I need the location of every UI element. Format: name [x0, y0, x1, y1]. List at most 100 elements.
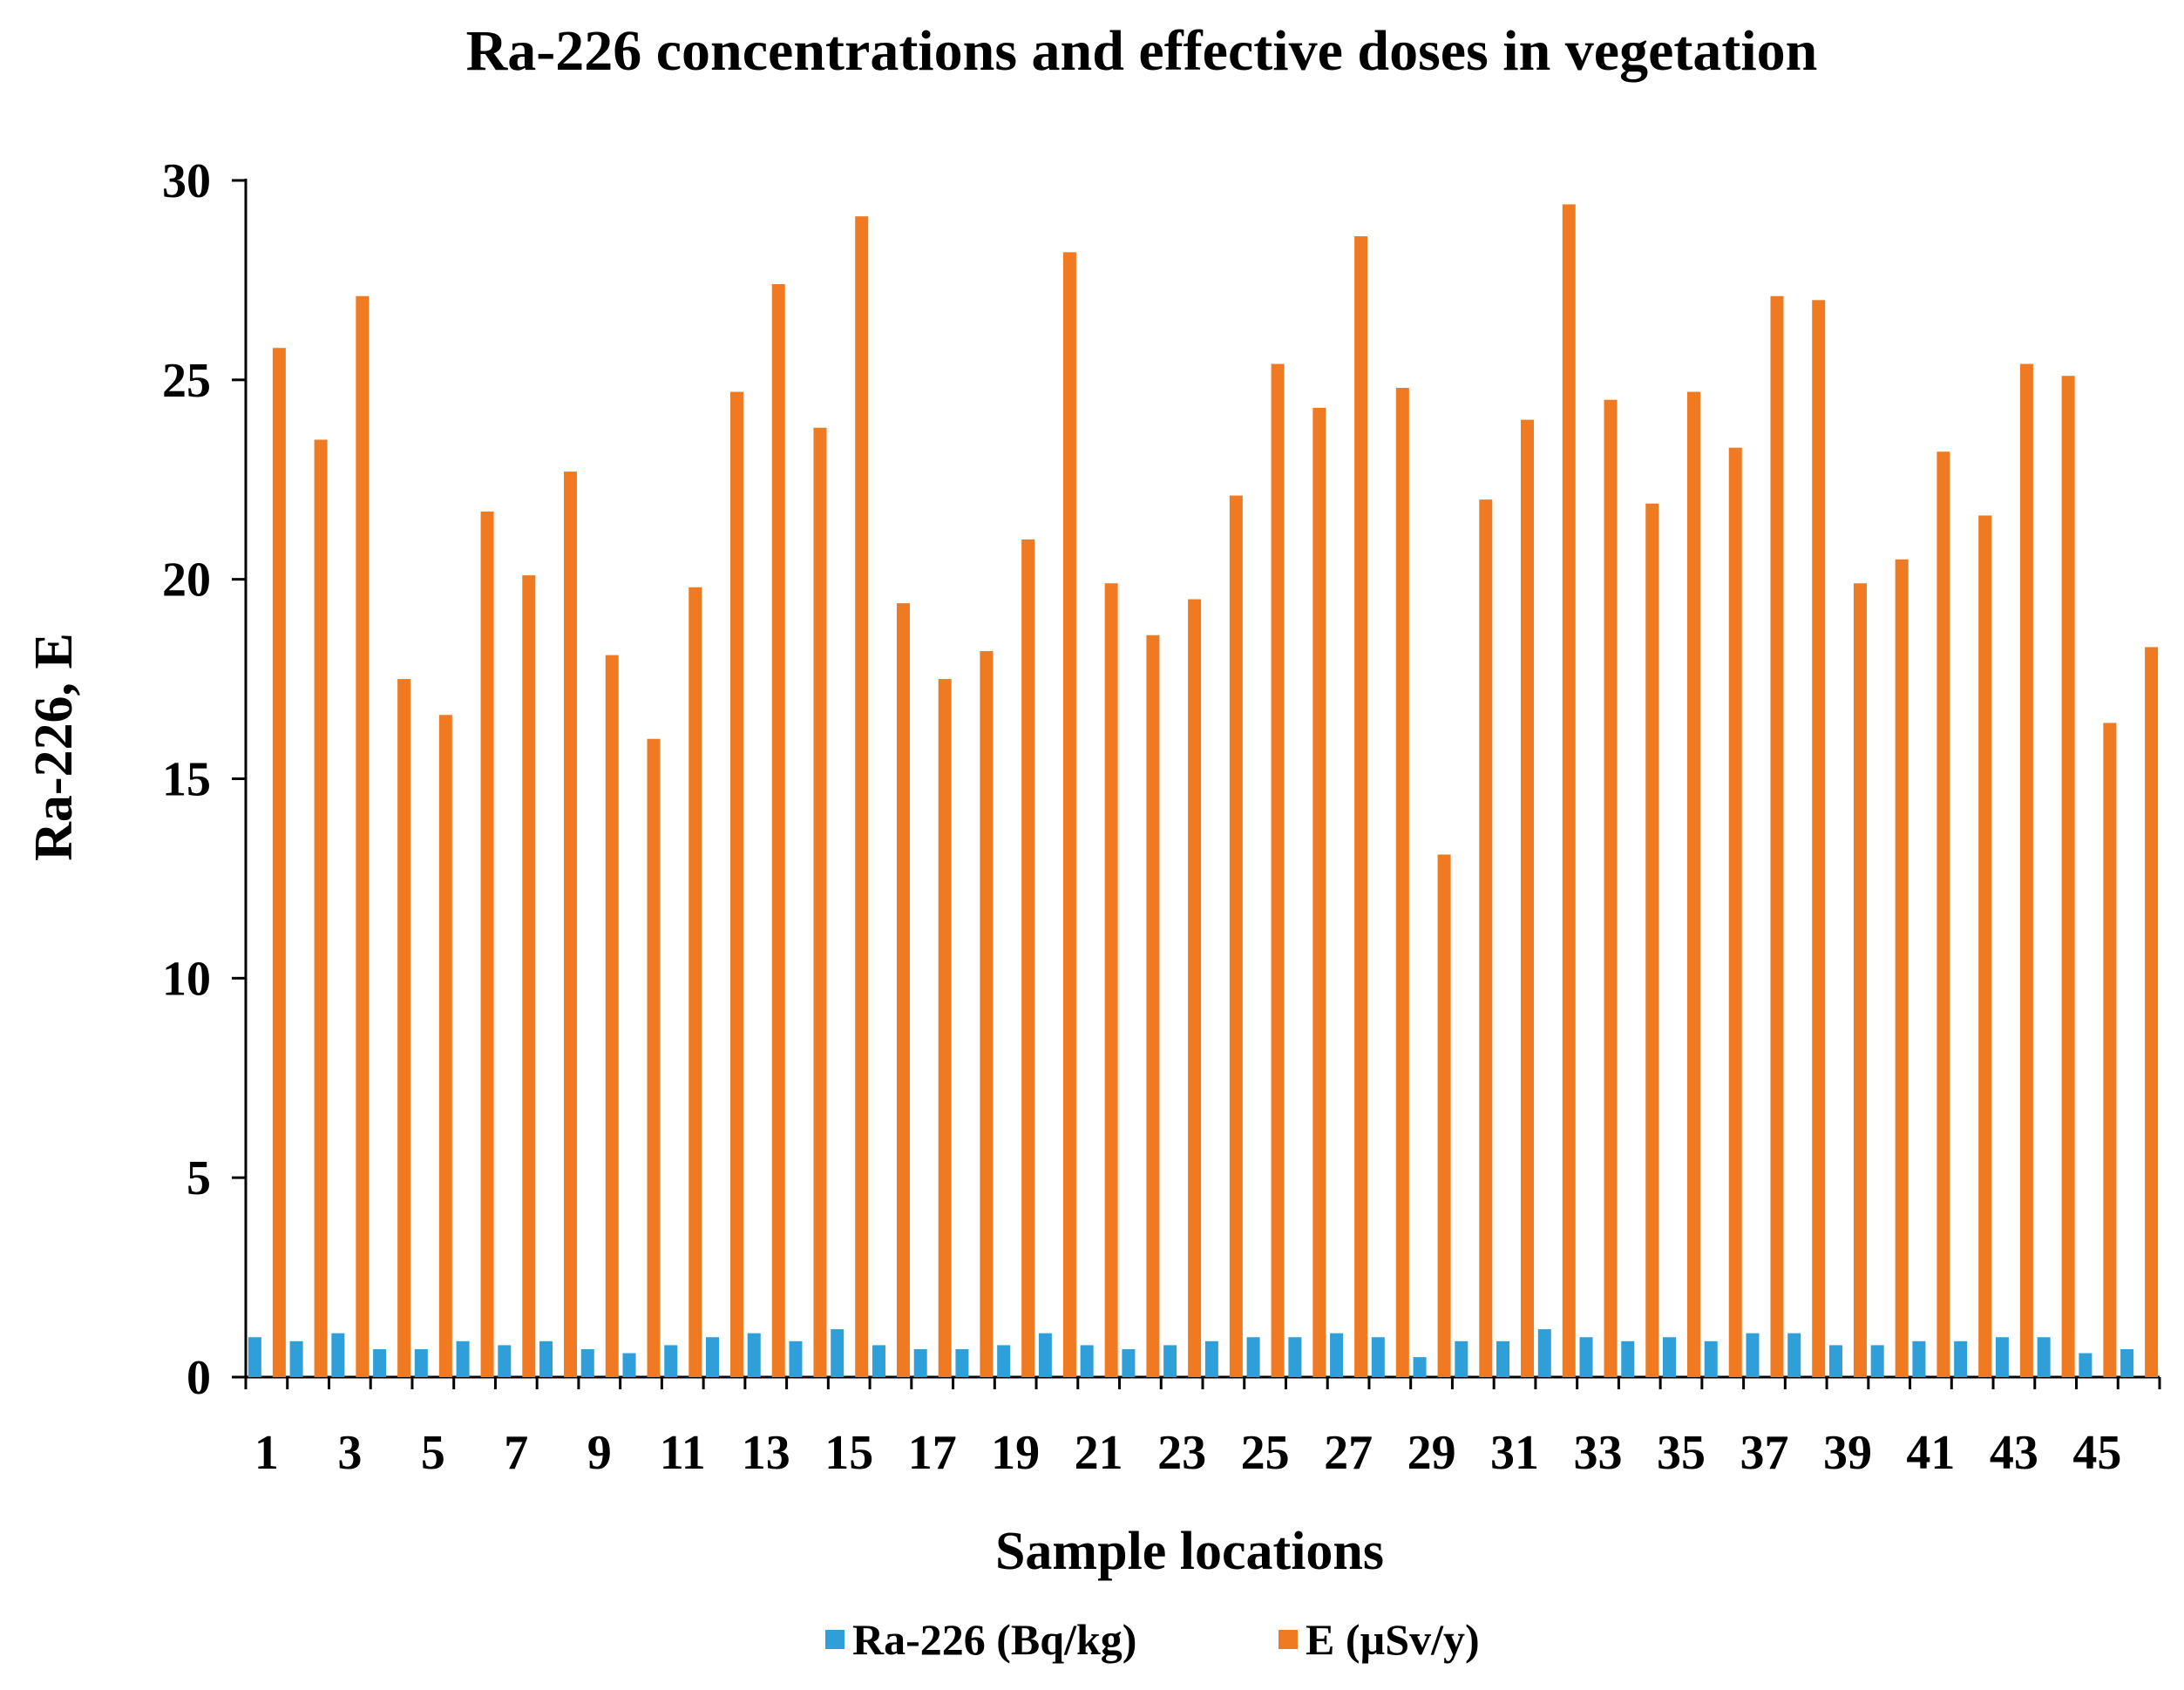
bar-effective-dose — [1104, 583, 1118, 1377]
x-tick-label: 15 — [824, 1426, 873, 1480]
x-tick-label: 17 — [908, 1426, 957, 1480]
bar-effective-dose — [1021, 539, 1035, 1377]
bar-effective-dose — [813, 427, 827, 1377]
bar-ra226 — [1621, 1340, 1635, 1377]
x-tick-label: 37 — [1740, 1426, 1788, 1480]
legend-label: E (µSv/y) — [1306, 1615, 1480, 1664]
bar-effective-dose — [2061, 376, 2075, 1377]
bar-effective-dose — [2103, 723, 2117, 1377]
bar-effective-dose — [438, 715, 452, 1377]
y-tick-label: 25 — [162, 354, 211, 408]
bar-ra226 — [913, 1348, 927, 1377]
bar-ra226 — [2120, 1348, 2134, 1377]
x-tick-label: 23 — [1157, 1426, 1206, 1480]
bar-ra226 — [1288, 1337, 1302, 1377]
bar-ra226 — [373, 1348, 387, 1377]
x-tick-label: 33 — [1574, 1426, 1623, 1480]
bar-effective-dose — [1312, 407, 1326, 1377]
x-tick-label: 41 — [1906, 1426, 1955, 1480]
legend-label: Ra-226 (Bq/kg) — [852, 1615, 1136, 1664]
x-tick-label: 35 — [1657, 1426, 1706, 1480]
y-axis: 0 5 10 15 20 25 30 — [162, 154, 248, 1405]
y-tick-label: 20 — [162, 553, 211, 607]
bar-ra226 — [872, 1345, 885, 1377]
bar-effective-dose — [980, 651, 994, 1377]
bar-effective-dose — [356, 295, 370, 1378]
bar-effective-dose — [1728, 447, 1742, 1377]
x-tick-label: 7 — [504, 1426, 528, 1480]
bar-ra226 — [1496, 1340, 1510, 1377]
bar-ra226 — [1704, 1340, 1718, 1377]
x-tick-label: 25 — [1241, 1426, 1290, 1480]
bar-ra226 — [331, 1333, 345, 1377]
bar-ra226 — [498, 1345, 512, 1377]
x-tick-label: 19 — [991, 1426, 1040, 1480]
bar-effective-dose — [1812, 300, 1826, 1377]
bar-ra226 — [580, 1348, 594, 1377]
bar-effective-dose — [647, 738, 661, 1377]
x-tick-label: 27 — [1324, 1426, 1373, 1480]
bar-effective-dose — [272, 348, 286, 1378]
bar-effective-dose — [1146, 635, 1160, 1377]
bar-ra226 — [1870, 1345, 1884, 1377]
bar-effective-dose — [1229, 495, 1243, 1377]
bar-ra226 — [2037, 1337, 2051, 1377]
bar-ra226 — [1371, 1337, 1385, 1377]
x-tick-label: 11 — [660, 1426, 706, 1480]
y-tick-label: 15 — [162, 753, 211, 807]
bar-effective-dose — [397, 679, 411, 1377]
bar-ra226 — [1122, 1348, 1136, 1377]
bar-ra226 — [1579, 1337, 1593, 1377]
bar-effective-dose — [771, 283, 785, 1377]
x-tick-label: 31 — [1490, 1426, 1539, 1480]
bar-effective-dose — [1354, 236, 1368, 1377]
bar-effective-dose — [1521, 419, 1535, 1378]
bar-ra226 — [706, 1337, 719, 1377]
bar-effective-dose — [1978, 515, 1992, 1377]
bar-effective-dose — [2145, 647, 2159, 1377]
bar-ra226 — [1828, 1345, 1842, 1377]
bar-ra226 — [1537, 1329, 1551, 1377]
bar-effective-dose — [688, 587, 702, 1377]
y-axis-label: Ra-226, E — [24, 633, 84, 861]
x-tick-label: 29 — [1407, 1426, 1456, 1480]
bar-ra226 — [1330, 1333, 1344, 1377]
bar-ra226 — [248, 1337, 261, 1377]
bar-ra226 — [1204, 1340, 1218, 1377]
y-tick-label: 5 — [187, 1151, 211, 1205]
bar-effective-dose — [1895, 559, 1909, 1377]
bar-effective-dose — [1936, 451, 1950, 1378]
bar-ra226 — [2079, 1353, 2092, 1377]
y-tick-label: 10 — [162, 952, 211, 1006]
bar-effective-dose — [2019, 363, 2033, 1377]
bar-ra226 — [1413, 1357, 1427, 1377]
bar-effective-dose — [1271, 363, 1285, 1377]
bar-effective-dose — [1562, 204, 1576, 1378]
chart-title: Ra-226 concentrations and effective dose… — [466, 19, 1818, 83]
legend-swatch — [1279, 1630, 1298, 1649]
x-tick-label: 45 — [2072, 1426, 2121, 1480]
bar-ra226 — [1787, 1333, 1801, 1377]
bar-effective-dose — [314, 439, 328, 1378]
bar-ra226 — [664, 1345, 678, 1377]
bar-effective-dose — [855, 216, 869, 1378]
bar-ra226 — [831, 1329, 844, 1377]
bar-effective-dose — [1395, 387, 1409, 1377]
bar-effective-dose — [522, 575, 536, 1377]
bar-effective-dose — [1479, 499, 1493, 1377]
bar-ra226 — [539, 1340, 553, 1377]
bar-ra226 — [789, 1340, 803, 1377]
bar-ra226 — [622, 1353, 636, 1377]
x-axis: 1 3 5 7 9 11 13 15 17 19 21 23 25 27 29 31 33 35 37 39 41 43 4… — [244, 1375, 2161, 1480]
x-tick-label: 5 — [421, 1426, 445, 1480]
x-axis-label: Sample locations — [995, 1522, 1384, 1581]
bar-ra226 — [1038, 1333, 1052, 1377]
bars — [248, 204, 2159, 1378]
bar-ra226 — [1163, 1345, 1177, 1377]
bar-ra226 — [1663, 1337, 1676, 1377]
bar-effective-dose — [1687, 391, 1700, 1377]
bar-ra226 — [1080, 1345, 1094, 1377]
bar-ra226 — [1455, 1340, 1468, 1377]
